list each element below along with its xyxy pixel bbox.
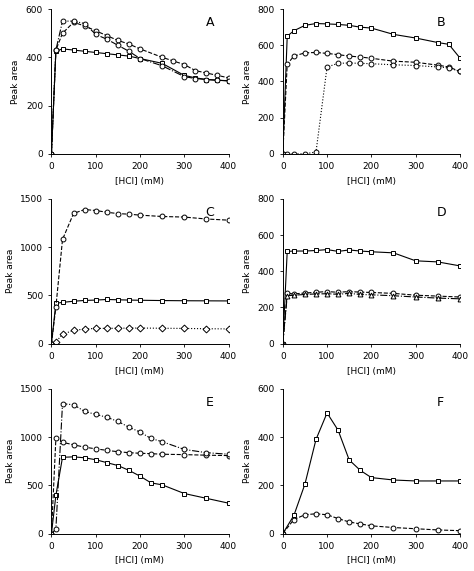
X-axis label: [HCl] (mM): [HCl] (mM) xyxy=(116,557,164,565)
Text: B: B xyxy=(437,17,446,29)
Text: A: A xyxy=(206,17,214,29)
Y-axis label: Peak area: Peak area xyxy=(11,59,20,103)
Y-axis label: Peak area: Peak area xyxy=(6,249,15,293)
Text: D: D xyxy=(437,206,447,219)
Y-axis label: Peak area: Peak area xyxy=(6,439,15,484)
Y-axis label: Peak area: Peak area xyxy=(243,59,252,103)
Text: F: F xyxy=(437,396,444,409)
Y-axis label: Peak area: Peak area xyxy=(243,439,252,484)
Y-axis label: Peak area: Peak area xyxy=(243,249,252,293)
Text: E: E xyxy=(206,396,213,409)
X-axis label: [HCl] (mM): [HCl] (mM) xyxy=(116,367,164,376)
X-axis label: [HCl] (mM): [HCl] (mM) xyxy=(116,176,164,186)
X-axis label: [HCl] (mM): [HCl] (mM) xyxy=(347,557,396,565)
X-axis label: [HCl] (mM): [HCl] (mM) xyxy=(347,367,396,376)
Text: C: C xyxy=(206,206,214,219)
X-axis label: [HCl] (mM): [HCl] (mM) xyxy=(347,176,396,186)
